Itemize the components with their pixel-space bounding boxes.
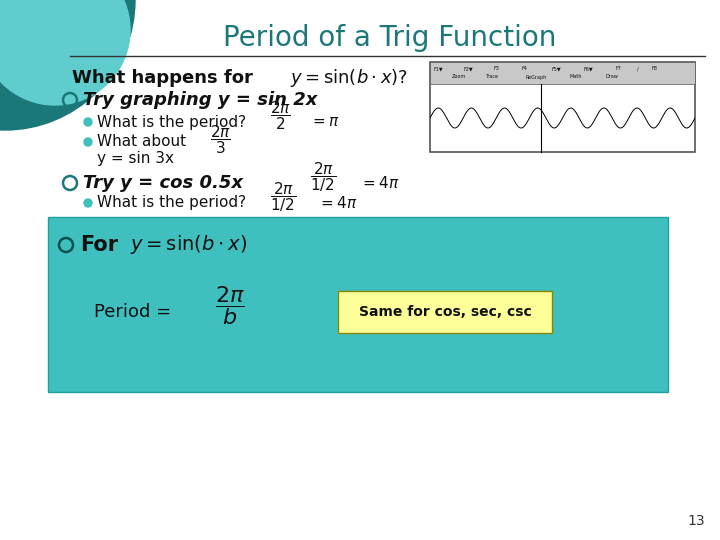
Text: What is the period?: What is the period? xyxy=(97,114,246,130)
Text: $= 4\pi$: $= 4\pi$ xyxy=(360,175,400,191)
Text: F1▼: F1▼ xyxy=(433,66,443,71)
Text: ReGraph: ReGraph xyxy=(525,75,546,79)
Text: Zoom: Zoom xyxy=(452,75,467,79)
Text: Math: Math xyxy=(570,75,582,79)
Circle shape xyxy=(0,0,130,105)
Text: Trace: Trace xyxy=(485,75,498,79)
Text: Same for cos, sec, csc: Same for cos, sec, csc xyxy=(359,305,531,319)
FancyBboxPatch shape xyxy=(338,291,552,333)
Text: Try graphing y = sin 2x: Try graphing y = sin 2x xyxy=(83,91,318,109)
Text: 13: 13 xyxy=(688,514,705,528)
Text: $\dfrac{2\pi}{b}$: $\dfrac{2\pi}{b}$ xyxy=(215,285,245,327)
Text: F4: F4 xyxy=(521,66,527,71)
Text: For: For xyxy=(80,235,118,255)
Text: F2▼: F2▼ xyxy=(463,66,472,71)
Text: What happens for: What happens for xyxy=(72,69,259,87)
Text: Period =: Period = xyxy=(94,303,171,321)
Text: F3: F3 xyxy=(493,66,499,71)
Text: F6▼: F6▼ xyxy=(583,66,593,71)
Text: $y=\sin\!\left(b\cdot x\right)$: $y=\sin\!\left(b\cdot x\right)$ xyxy=(130,233,247,256)
Text: What is the period?: What is the period? xyxy=(97,195,246,211)
Text: $= 4\pi$: $= 4\pi$ xyxy=(318,195,358,211)
Circle shape xyxy=(84,199,92,207)
Text: y = sin 3x: y = sin 3x xyxy=(97,152,174,166)
Text: $\dfrac{2\pi}{1/2}$: $\dfrac{2\pi}{1/2}$ xyxy=(270,180,296,214)
FancyBboxPatch shape xyxy=(48,217,668,392)
Text: Try y = cos 0.5x: Try y = cos 0.5x xyxy=(83,174,243,192)
Text: $\dfrac{2\pi}{1/2}$: $\dfrac{2\pi}{1/2}$ xyxy=(310,160,336,194)
Text: F8: F8 xyxy=(651,66,657,71)
FancyBboxPatch shape xyxy=(430,62,695,152)
Circle shape xyxy=(79,308,87,316)
Text: What about: What about xyxy=(97,134,186,150)
Text: Period of a Trig Function: Period of a Trig Function xyxy=(223,24,557,52)
Text: /: / xyxy=(637,66,639,71)
Text: $y=\sin\!\left(b\cdot x\right)$?: $y=\sin\!\left(b\cdot x\right)$? xyxy=(290,67,408,89)
Circle shape xyxy=(0,0,135,130)
Text: $\dfrac{2\pi}{3}$: $\dfrac{2\pi}{3}$ xyxy=(210,124,231,157)
FancyBboxPatch shape xyxy=(430,62,695,84)
Text: Draw: Draw xyxy=(605,75,618,79)
Text: $= \pi$: $= \pi$ xyxy=(310,114,340,130)
Circle shape xyxy=(84,118,92,126)
Text: F7: F7 xyxy=(615,66,621,71)
Circle shape xyxy=(84,138,92,146)
Text: F5▼: F5▼ xyxy=(551,66,561,71)
Text: $\dfrac{2\pi}{2}$: $\dfrac{2\pi}{2}$ xyxy=(270,99,291,132)
